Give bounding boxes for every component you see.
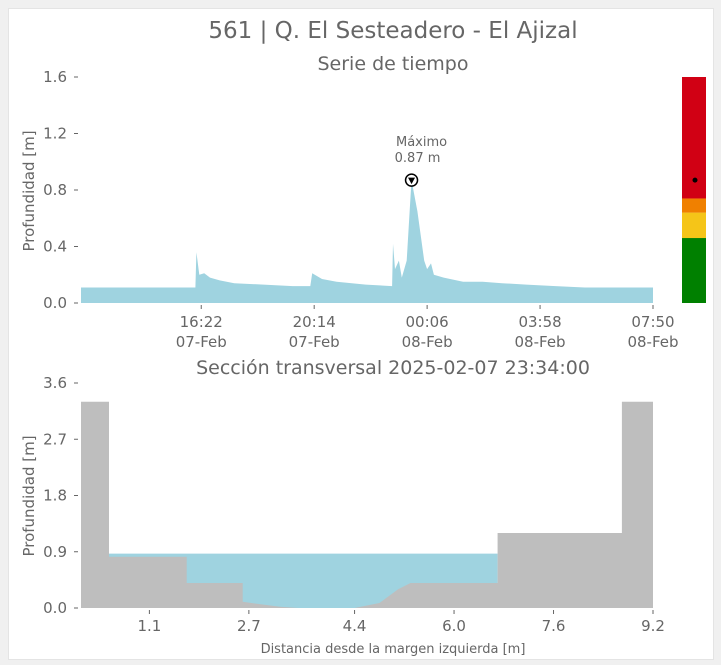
alert-level-bar: [682, 77, 706, 303]
alert-level-naranja: [682, 198, 706, 213]
cross-section-x-ticks: 1.1 2.7 4.4 6.0 7.6 9.2: [137, 610, 665, 635]
ts-x-tick-date: 08-Feb: [515, 333, 566, 351]
ts-x-tick-time: 00:06: [406, 313, 449, 331]
time-series-ylabel: Profundidad [m]: [20, 130, 38, 251]
ts-x-tick-date: 08-Feb: [627, 333, 678, 351]
cs-y-tick-label: 0.9: [43, 543, 67, 561]
ts-y-tick-label: 0.4: [43, 238, 67, 256]
ts-y-tick-label: 0.8: [43, 181, 67, 199]
ts-x-tick-time: 07:50: [631, 313, 674, 331]
ts-x-tick-date: 08-Feb: [402, 333, 453, 351]
figure-canvas: 561 | Q. El Sesteadero - El Ajizal Serie…: [20, 18, 706, 657]
cs-y-tick-label: 3.6: [43, 374, 67, 392]
max-annotation: Máximo 0.87 m: [395, 135, 447, 187]
max-annotation-value: 0.87 m: [395, 151, 441, 166]
time-series-title: Serie de tiempo: [318, 53, 469, 75]
cross-section-chart: Sección transversal 2025-02-07 23:34:00 …: [20, 357, 665, 657]
max-annotation-label: Máximo: [396, 135, 447, 150]
ts-x-tick-time: 03:58: [518, 313, 561, 331]
ts-y-tick-label: 0.0: [43, 294, 67, 312]
ts-y-tick-label: 1.2: [43, 125, 67, 143]
cross-section-ylabel: Profundidad [m]: [20, 435, 38, 556]
alert-level-verde: [682, 238, 706, 303]
max-marker-triangle-icon: [408, 177, 416, 185]
ts-x-tick-time: 16:22: [180, 313, 223, 331]
alert-current-marker: [692, 177, 698, 183]
cross-section-y-ticks: 0.0 0.9 1.8 2.7 3.6: [43, 374, 78, 617]
cs-x-tick-label: 2.7: [237, 617, 261, 635]
time-series-chart: Serie de tiempo Profundidad [m] 0.00.40.…: [20, 53, 679, 351]
time-series-x-ticks: 16:22 07-Feb 20:14 07-Feb 00:06 08-Feb 03:58 08…: [176, 305, 679, 351]
ts-x-tick-date: 07-Feb: [289, 333, 340, 351]
cs-y-tick-label: 1.8: [43, 487, 67, 505]
time-series-area: [81, 180, 653, 303]
time-series-y-ticks: 0.0 0.4 0.8 1.2 1.6: [43, 68, 78, 312]
cs-y-tick-label: 0.0: [43, 599, 67, 617]
cs-x-tick-label: 4.4: [343, 617, 367, 635]
figure-title: 561 | Q. El Sesteadero - El Ajizal: [208, 18, 577, 44]
terrain-area: [81, 401, 653, 608]
ts-y-tick-label: 1.6: [43, 68, 67, 86]
cs-x-tick-label: 1.1: [137, 617, 161, 635]
cross-section-title: Sección transversal 2025-02-07 23:34:00: [196, 357, 590, 379]
figure-frame: 561 | Q. El Sesteadero - El Ajizal Serie…: [8, 8, 714, 660]
alert-level-amarillo: [682, 212, 706, 239]
cs-x-tick-label: 7.6: [542, 617, 566, 635]
cross-section-xlabel: Distancia desde la margen izquierda [m]: [261, 642, 526, 657]
ts-x-tick-time: 20:14: [293, 313, 336, 331]
cs-x-tick-label: 6.0: [442, 617, 466, 635]
cs-x-tick-label: 9.2: [641, 617, 665, 635]
ts-x-tick-date: 07-Feb: [176, 333, 227, 351]
cs-y-tick-label: 2.7: [43, 430, 67, 448]
